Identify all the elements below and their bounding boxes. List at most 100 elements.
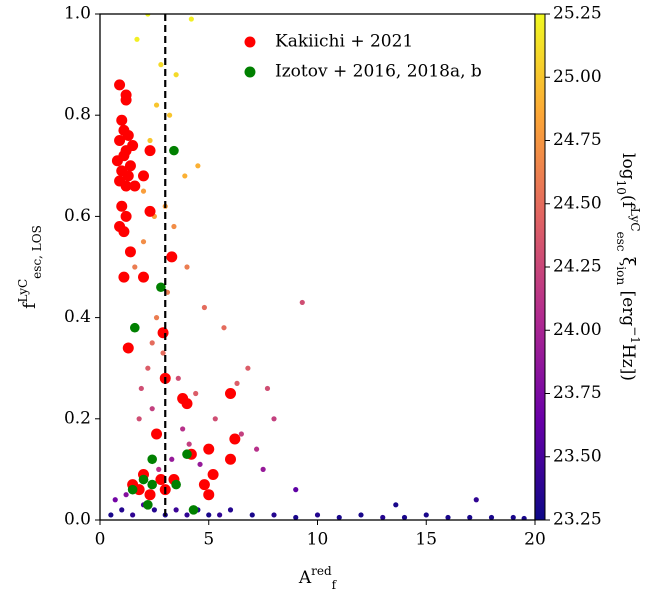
point (118, 271, 130, 283)
background-point (393, 502, 399, 508)
point (129, 180, 141, 192)
y-tick-label: 0.0 (64, 510, 91, 530)
background-point (149, 340, 155, 346)
background-point (184, 512, 190, 518)
background-point (151, 507, 157, 513)
point (225, 453, 236, 465)
point (143, 500, 153, 510)
background-point (153, 315, 160, 321)
point (203, 489, 215, 501)
colorbar-tick-label: 24.25 (553, 257, 602, 277)
background-point (212, 416, 218, 422)
point (116, 114, 128, 126)
colorbar-label-part: ion (615, 266, 629, 285)
colorbar-tick-label: 24.00 (553, 320, 602, 340)
x-axis-label-part: red (311, 564, 332, 578)
background-point (314, 512, 321, 518)
background-point (358, 512, 364, 518)
background-point (467, 514, 473, 520)
point (156, 282, 166, 293)
point (144, 489, 156, 501)
legend-marker (244, 36, 256, 48)
background-point (160, 350, 166, 356)
background-point (245, 365, 251, 371)
background-point (112, 497, 118, 503)
background-point (182, 173, 188, 179)
background-point (140, 239, 147, 245)
colorbar-tick-label: 25.25 (553, 4, 602, 24)
point (114, 79, 126, 91)
colorbar-label-part: LyC (629, 208, 643, 232)
colorbar-label-part: 10 (615, 180, 629, 195)
point (169, 145, 179, 156)
background-point (130, 512, 136, 518)
x-tick-label: 10 (307, 530, 329, 550)
y-axis-label-part: esc, LOS (30, 225, 44, 279)
background-point (108, 512, 114, 518)
y-axis-label-part: f (20, 301, 40, 309)
background-point (445, 514, 451, 520)
point (147, 454, 157, 465)
background-point (175, 375, 181, 381)
background-point (134, 36, 140, 42)
point (229, 433, 241, 445)
background-point (180, 426, 186, 432)
legend-label: Kakiichi + 2021 (275, 32, 413, 52)
background-point (136, 416, 142, 422)
background-point (249, 512, 255, 518)
background-point (186, 441, 192, 447)
background-point (380, 514, 386, 520)
background-point (473, 497, 479, 503)
point (114, 135, 126, 146)
point (166, 251, 178, 263)
background-point (140, 188, 147, 194)
background-point (299, 299, 305, 306)
background-point (171, 223, 177, 230)
background-point (401, 514, 408, 520)
background-point (254, 446, 260, 452)
background-point (510, 514, 516, 520)
background-point (293, 514, 299, 520)
point (203, 443, 215, 455)
y-axis-label: fLyCesc, LOS (16, 225, 44, 309)
point (127, 484, 138, 495)
colorbar-label-part: Hz]) (619, 344, 639, 381)
background-point (169, 456, 175, 462)
point (138, 170, 149, 182)
background-point (184, 264, 190, 270)
background-point (193, 390, 199, 397)
point (116, 200, 128, 212)
background-point (238, 431, 244, 437)
colorbar-tick-label: 24.75 (553, 130, 602, 150)
colorbar-tick-label: 25.00 (553, 67, 602, 87)
point (157, 327, 169, 339)
colorbar-label: log10(fLyCesc ξion [erg−1Hz]) (615, 153, 643, 381)
background-point (271, 512, 277, 518)
point (122, 170, 134, 182)
colorbar-label-part: ξ (619, 252, 639, 267)
x-tick-label: 0 (95, 530, 106, 550)
point (124, 160, 136, 172)
y-tick-label: 0.6 (64, 206, 91, 226)
point (225, 388, 236, 399)
background-point (145, 365, 151, 371)
background-point (221, 325, 227, 331)
x-axis-label-part: f (332, 578, 338, 592)
background-point (149, 406, 155, 412)
background-point (336, 514, 342, 520)
colorbar-label-part: esc (615, 232, 629, 252)
point (144, 145, 156, 157)
y-tick-label: 0.4 (64, 307, 91, 327)
background-point (201, 304, 207, 311)
y-axis-label-part: LyC (16, 279, 30, 303)
background-point (195, 163, 201, 169)
point (122, 129, 134, 141)
background-point (260, 466, 266, 472)
plot-layer (108, 14, 527, 520)
colorbar-label-part: log (619, 153, 639, 180)
colorbar (534, 13, 546, 521)
background-point (521, 515, 527, 520)
y-tick-label: 1.0 (64, 4, 91, 24)
background-point (132, 264, 138, 270)
background-point (264, 385, 271, 392)
